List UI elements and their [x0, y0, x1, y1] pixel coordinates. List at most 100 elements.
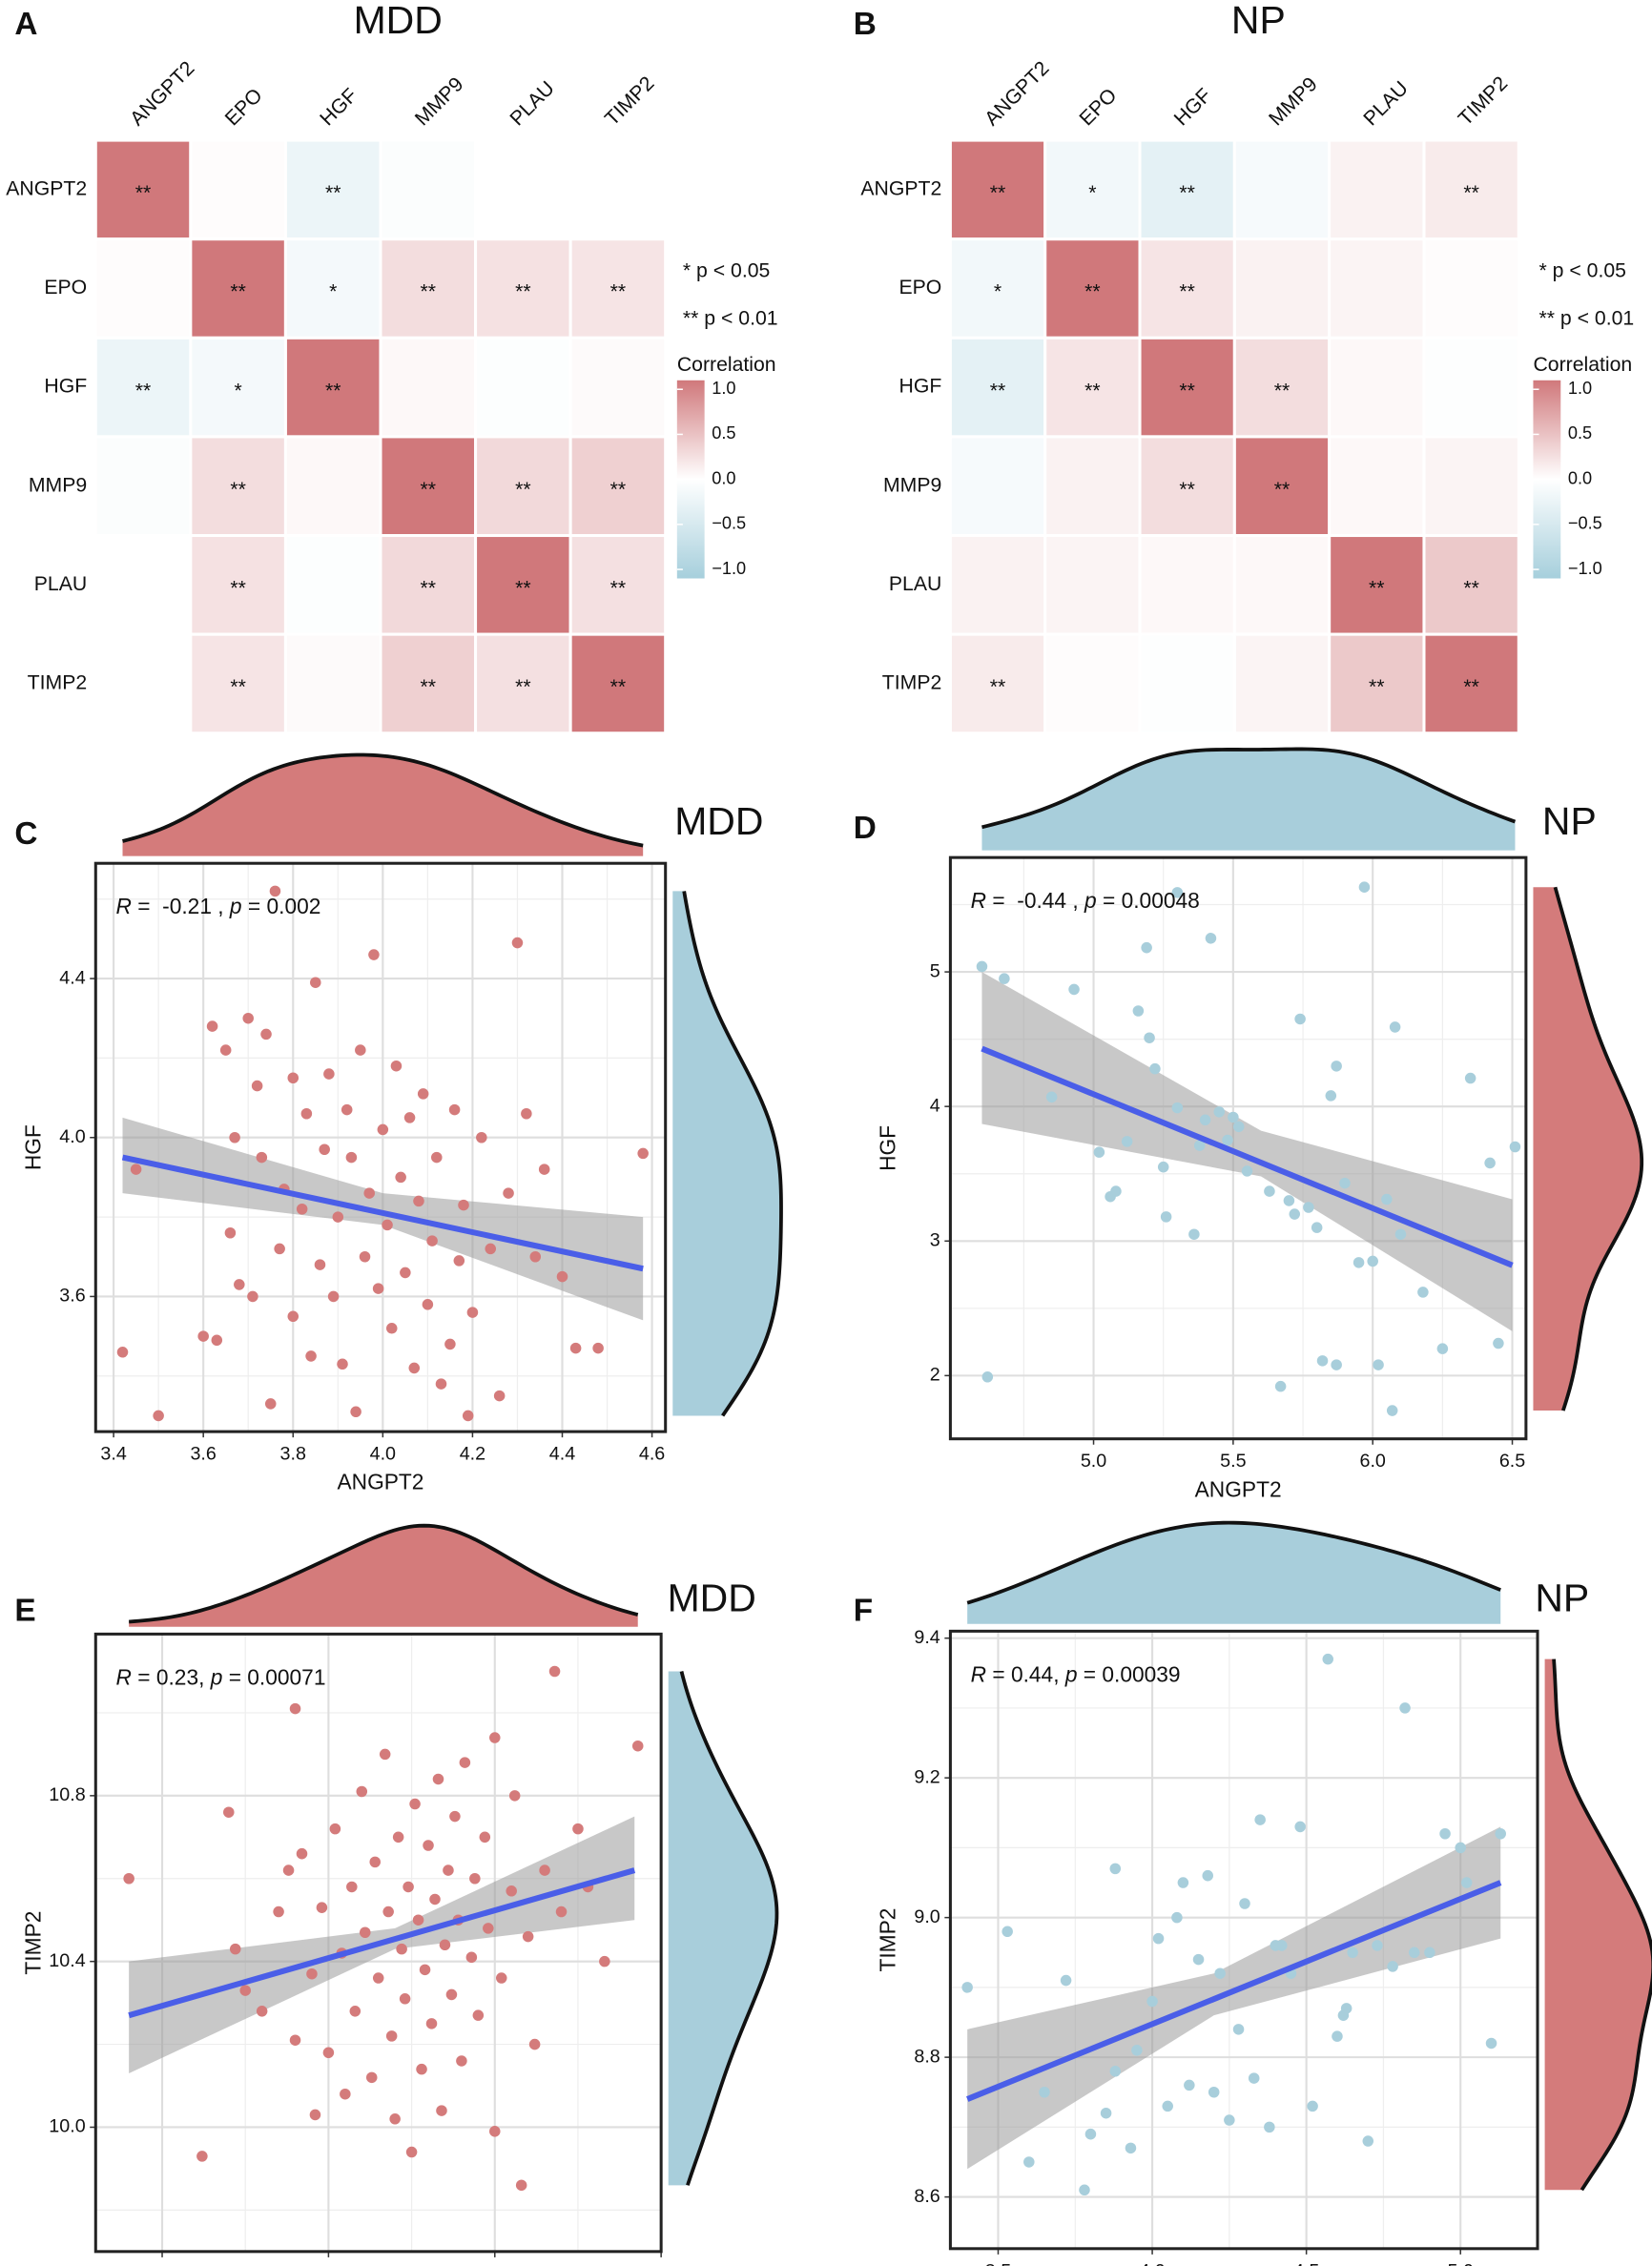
y-tick-label: 8.8 [914, 2046, 940, 2067]
y-tick-label: 10.4 [49, 1950, 85, 1971]
row-label: ANGPT2 [6, 177, 87, 199]
point [239, 1985, 251, 1996]
significance: ** [610, 577, 627, 599]
heat-cell [1138, 632, 1236, 735]
column-label: PLAU [506, 77, 558, 130]
point [123, 1872, 134, 1885]
point [444, 1338, 456, 1350]
confidence-band [967, 1826, 1501, 2170]
plot-frame [948, 855, 1528, 1441]
y-tick-label: 4 [930, 1095, 940, 1116]
point [489, 2126, 501, 2137]
heat-cell [1232, 534, 1332, 636]
point [372, 1972, 384, 1984]
point [1079, 2184, 1090, 2196]
point [521, 1107, 532, 1120]
y-tick-label: 10.8 [49, 1784, 85, 1805]
point [961, 1982, 973, 1993]
x-axis-label: ANGPT2 [1195, 1476, 1282, 1501]
significance: ** [1084, 380, 1101, 402]
y-tick-label: 2 [930, 1365, 940, 1386]
point [1146, 1995, 1158, 2008]
heat-cell [474, 632, 572, 735]
point [508, 1790, 521, 1802]
heat-cell [948, 632, 1047, 735]
annotation-part: R [116, 894, 132, 918]
heat-cell [474, 534, 572, 636]
point [431, 1151, 443, 1164]
heat-cell [379, 435, 478, 538]
y-axis-label: HGF [21, 1124, 46, 1170]
significance: ** [1463, 577, 1479, 599]
point [1439, 1827, 1451, 1840]
point [1408, 1947, 1420, 1959]
significance: ** [421, 577, 437, 599]
heat-cell [1232, 632, 1332, 735]
point [476, 1131, 487, 1143]
point [356, 1785, 368, 1798]
point [1417, 1287, 1429, 1298]
point [403, 1881, 414, 1893]
point [396, 1943, 407, 1955]
point [1109, 2066, 1122, 2077]
point [1144, 1032, 1155, 1043]
annotation-part: = 0.00071 [222, 1664, 325, 1689]
point [1303, 1202, 1314, 1213]
point [1162, 2100, 1173, 2112]
significance: * [329, 281, 337, 303]
point [1177, 1877, 1189, 1888]
point [1045, 1091, 1058, 1103]
fit-line [121, 1154, 644, 1272]
point [316, 1902, 328, 1913]
row-label: MMP9 [29, 474, 87, 496]
heat-cell [1422, 138, 1520, 241]
heat-cell [1043, 534, 1142, 636]
colorbar-title: Correlation [1533, 354, 1632, 376]
point [1394, 1228, 1407, 1240]
point [350, 1406, 361, 1418]
significance: ** [1463, 182, 1479, 204]
point [1171, 1911, 1183, 1924]
x-tick-label: 6.5 [1499, 1451, 1525, 1472]
point [382, 1906, 394, 1918]
top-density [129, 1525, 638, 1627]
heat-cell [93, 336, 193, 439]
point [403, 1112, 416, 1123]
x-tick-label: 6.0 [1360, 1451, 1386, 1472]
point [1389, 1021, 1401, 1033]
point [1294, 1013, 1306, 1025]
point [999, 973, 1010, 984]
point [1171, 1102, 1184, 1114]
point [369, 1856, 381, 1868]
annotation-part: p [1084, 888, 1097, 913]
point [1484, 1157, 1496, 1169]
row-label: EPO [44, 277, 87, 299]
annotation-part: = 0.44, [986, 1661, 1065, 1686]
point [229, 1131, 240, 1143]
point [382, 1219, 393, 1231]
point [1464, 1072, 1476, 1084]
point [408, 1362, 421, 1374]
point [1214, 1967, 1226, 1979]
point [1208, 2086, 1220, 2098]
annotation-part: = 0.23, [132, 1664, 211, 1689]
fit-line [128, 1867, 636, 2019]
heat-cell [379, 138, 478, 241]
point [1205, 933, 1217, 944]
point [1485, 2037, 1497, 2050]
point [319, 1143, 330, 1156]
significance: ** [610, 281, 627, 303]
point [340, 2088, 351, 2100]
annotation-part: p [229, 894, 242, 918]
point [1125, 2142, 1137, 2154]
point [485, 1243, 496, 1255]
row-label: HGF [44, 376, 87, 398]
point [426, 1235, 438, 1246]
point [443, 1864, 454, 1876]
point [1171, 887, 1184, 898]
significance: ** [1179, 479, 1195, 501]
point [206, 1020, 218, 1032]
plot-frame [93, 861, 668, 1433]
heat-cell [93, 138, 193, 241]
point [479, 1831, 491, 1844]
